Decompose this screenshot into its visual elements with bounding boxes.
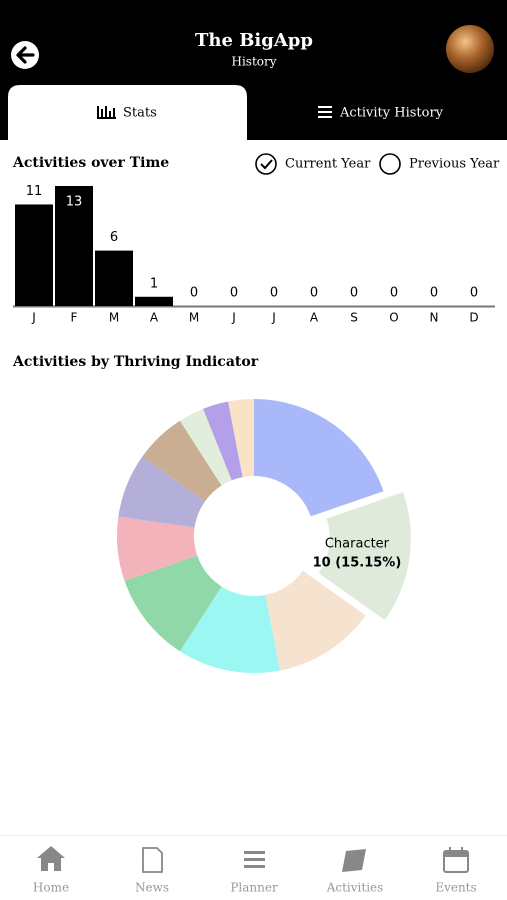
home-icon xyxy=(37,846,65,871)
section-title: Activities over Time xyxy=(12,155,169,171)
bar xyxy=(135,296,173,306)
news-icon xyxy=(142,847,163,873)
bar xyxy=(95,250,133,306)
month-label: O xyxy=(389,311,398,325)
donut-slice xyxy=(142,420,222,502)
radio-circle[interactable] xyxy=(379,153,401,175)
donut-slice xyxy=(265,570,366,671)
month-label: J xyxy=(271,311,276,325)
nav-label[interactable]: News xyxy=(135,881,169,895)
tab-label[interactable]: Activity History xyxy=(339,106,444,121)
month-label: D xyxy=(469,311,478,325)
donut-slice xyxy=(318,492,411,621)
value-label: 0 xyxy=(270,286,278,301)
radio-current[interactable] xyxy=(255,153,277,175)
donut-slice xyxy=(117,516,198,581)
radio-label[interactable]: Previous Year xyxy=(409,157,500,172)
value-label: 0 xyxy=(230,286,238,301)
donut-slice xyxy=(124,555,222,652)
month-label: M xyxy=(189,311,199,325)
month-label: J xyxy=(231,311,236,325)
value-label: 13 xyxy=(66,195,83,210)
month-label: A xyxy=(310,311,319,325)
radio-check xyxy=(260,159,273,170)
section-title: Activities by Thriving Indicator xyxy=(12,354,259,370)
donut-slice xyxy=(254,399,384,517)
radio-label[interactable]: Current Year xyxy=(285,157,371,172)
donut-slice xyxy=(179,586,280,673)
nav-label[interactable]: Activities xyxy=(326,881,384,895)
back-button[interactable] xyxy=(11,41,39,69)
donut-slice xyxy=(118,456,206,528)
avatar[interactable] xyxy=(446,25,494,73)
month-label: S xyxy=(350,311,358,325)
app-title: The BigApp xyxy=(195,30,313,51)
value-label: 0 xyxy=(390,286,398,301)
month-label: J xyxy=(31,311,36,325)
nav-label[interactable]: Home xyxy=(33,881,69,895)
value-label: 0 xyxy=(430,286,438,301)
value-label: 1 xyxy=(150,276,158,291)
planner-icon xyxy=(244,851,265,868)
value-label: 0 xyxy=(350,286,358,301)
nav-label[interactable]: Events xyxy=(435,881,476,895)
month-label: M xyxy=(109,311,119,325)
bar xyxy=(55,186,93,306)
page-subtitle: History xyxy=(231,55,276,69)
value-label: 0 xyxy=(190,286,198,301)
value-label: 0 xyxy=(470,286,478,301)
month-label: A xyxy=(150,311,159,325)
nav-label[interactable]: Planner xyxy=(230,881,278,895)
slice-label: Character xyxy=(325,536,390,551)
stats-icon xyxy=(97,106,116,119)
active-tab[interactable] xyxy=(8,85,247,140)
radio-circle xyxy=(255,153,277,175)
month-label: F xyxy=(71,311,78,325)
events-icon xyxy=(443,847,469,873)
tab-label[interactable]: Stats xyxy=(123,106,157,121)
donut-slice xyxy=(179,408,232,486)
back-arrow xyxy=(16,46,35,64)
donut-slice xyxy=(203,401,243,481)
value-label: 6 xyxy=(110,230,118,245)
nav-icons xyxy=(37,846,469,873)
value-label: 0 xyxy=(310,286,318,301)
donut-slice xyxy=(228,399,254,478)
slice-value-label: 10 (15.15%) xyxy=(313,555,402,570)
activities-icon xyxy=(342,849,366,872)
month-label: N xyxy=(430,311,439,325)
list-icon xyxy=(318,106,332,118)
bar xyxy=(15,204,53,306)
value-label: 11 xyxy=(26,184,43,199)
